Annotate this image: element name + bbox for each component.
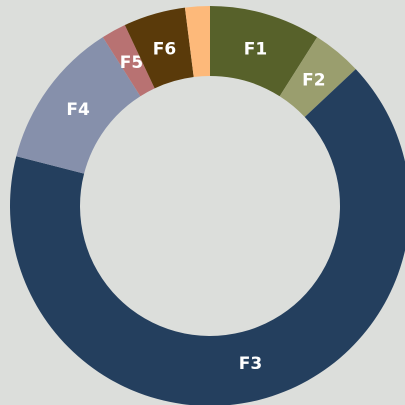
donut-segment — [10, 69, 405, 405]
donut-segment — [16, 37, 141, 174]
segment-label: F5 — [120, 53, 143, 73]
donut-segment — [279, 37, 356, 118]
donut-segment — [102, 25, 155, 97]
donut-segment — [184, 6, 210, 78]
segment-label: F3 — [239, 354, 262, 374]
segment-label: F6 — [153, 39, 176, 59]
donut-segment — [210, 6, 318, 97]
segment-label: F2 — [302, 70, 325, 90]
segment-label: F4 — [66, 100, 90, 120]
donut-segment — [124, 7, 194, 89]
segment-label: F1 — [244, 39, 267, 59]
